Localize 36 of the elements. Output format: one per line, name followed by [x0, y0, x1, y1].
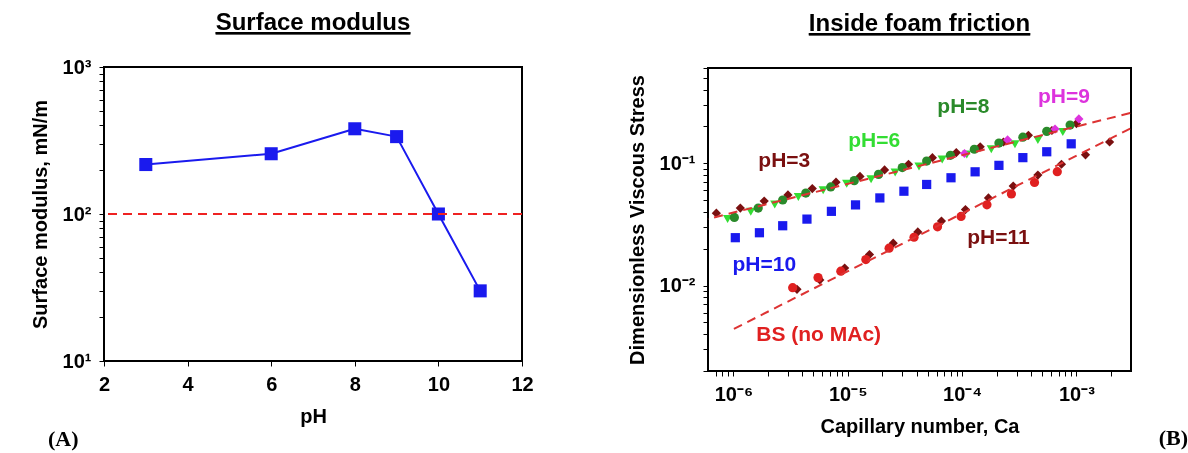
point	[431, 207, 445, 221]
y-axis-title: Surface modulus, mN/m	[28, 100, 51, 329]
x-tick-label: 10⁻⁶	[714, 382, 754, 405]
x-axis-title: Capillary number, Ca	[820, 414, 1021, 437]
x-tick-label: 10	[427, 372, 451, 395]
y-axis-title: Dimensionless Viscous Stress	[625, 75, 648, 365]
series-label: pH=8	[937, 94, 990, 118]
x-tick-label: 10⁻³	[1058, 382, 1096, 405]
y-tick-label: 10²	[62, 202, 92, 225]
text: BS (no MAc)	[756, 321, 882, 345]
y-tick-label: 10⁻¹	[659, 151, 696, 174]
series-label: pH=3	[758, 147, 811, 171]
series-label: pH=6	[848, 128, 901, 152]
x-tick-label: 4	[182, 372, 195, 395]
point	[139, 158, 153, 172]
y-tick-label: 10⁻²	[659, 274, 696, 296]
x-tick-label: 10⁻⁵	[828, 382, 868, 405]
series-label: pH=11	[967, 224, 1030, 248]
series-label: pH=9	[1037, 83, 1090, 107]
text: (B)	[1158, 425, 1188, 450]
x-tick-label: 12	[511, 372, 534, 395]
point	[473, 284, 487, 298]
text: (A)	[48, 426, 79, 451]
x-tick-label: 6	[266, 372, 278, 395]
x-tick-label: 2	[98, 372, 111, 395]
point	[390, 130, 404, 144]
chart-title: Inside foam friction	[808, 9, 1031, 36]
series-label: pH=10	[732, 251, 797, 275]
y-tick-label: 10¹	[62, 349, 92, 372]
x-tick-label: 8	[349, 372, 361, 395]
y-tick-label: 10³	[62, 55, 92, 78]
x-tick-label: 10⁻⁴	[943, 382, 983, 405]
x-axis-title: pH	[300, 404, 327, 427]
point	[348, 122, 362, 136]
chart-title: Surface modulus	[215, 8, 411, 35]
point	[264, 147, 278, 161]
